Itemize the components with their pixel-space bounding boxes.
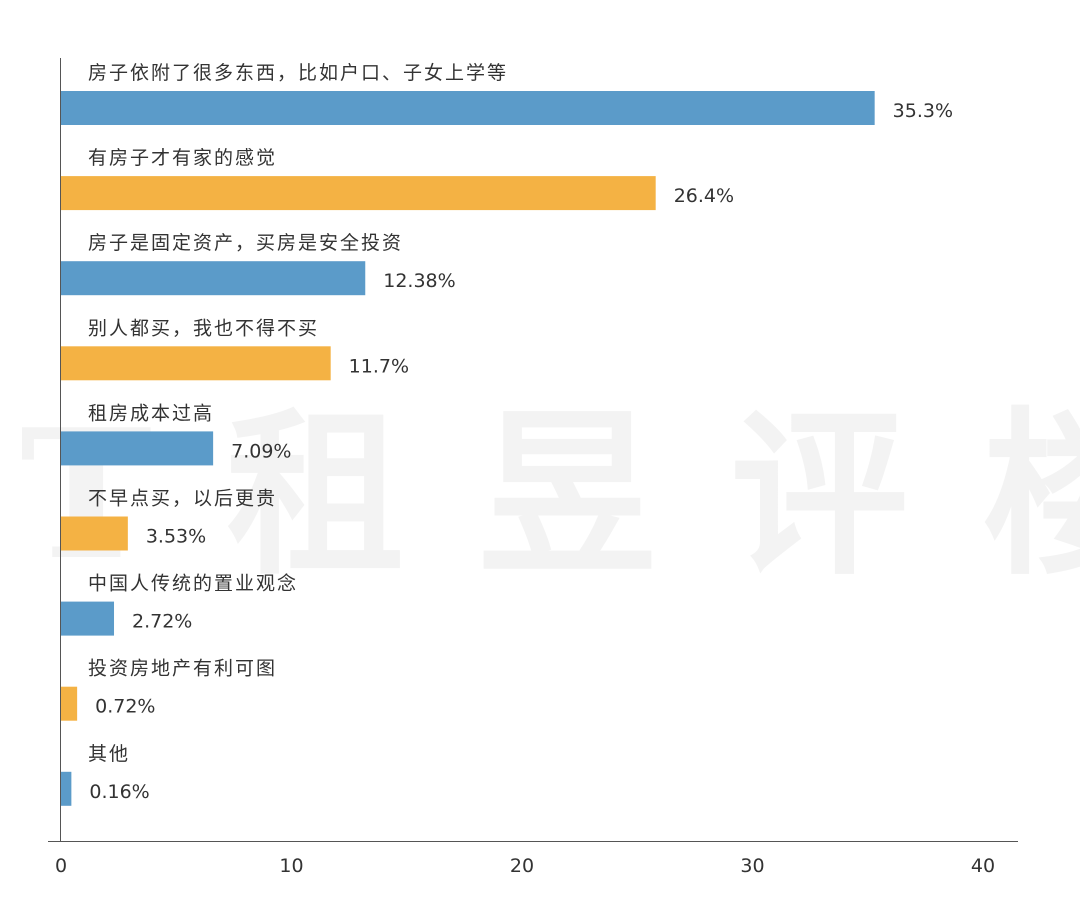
bar <box>61 91 875 125</box>
bar <box>61 601 115 636</box>
bars-group: 房子依附了很多东西，比如户口、子女上学等 35.3% 有房子才有家的感觉 26.4% 房… <box>61 62 953 806</box>
bar <box>61 771 72 806</box>
category-label: 租房成本过高 <box>88 402 214 424</box>
bar <box>61 686 78 721</box>
x-ticks-group: 0 10 20 30 40 <box>55 855 995 877</box>
value-label: 0.16% <box>89 781 149 803</box>
bar <box>61 516 128 551</box>
bar <box>61 346 331 381</box>
value-label: 26.4% <box>674 185 734 207</box>
category-label: 其他 <box>88 743 130 765</box>
value-label: 3.53% <box>146 526 206 548</box>
bar <box>61 176 656 211</box>
x-tick-label: 20 <box>510 855 534 877</box>
bar <box>61 431 214 466</box>
bar <box>61 261 366 296</box>
category-label: 房子是固定资产，买房是安全投资 <box>88 232 403 254</box>
value-label: 12.38% <box>383 270 455 292</box>
x-tick-label: 40 <box>971 855 995 877</box>
category-label: 中国人传统的置业观念 <box>88 572 298 595</box>
x-tick-label: 0 <box>55 855 67 877</box>
value-label: 7.09% <box>231 440 291 462</box>
category-label: 有房子才有家的感觉 <box>88 147 277 169</box>
value-label: 11.7% <box>349 355 409 377</box>
x-tick-label: 30 <box>740 855 764 877</box>
category-label: 投资房地产有利可图 <box>88 658 277 680</box>
value-label: 35.3% <box>893 100 953 122</box>
category-label: 别人都买，我也不得不买 <box>88 317 319 339</box>
category-label: 不早点买，以后更贵 <box>88 488 277 510</box>
value-label: 0.72% <box>95 696 155 718</box>
category-label: 房子依附了很多东西，比如户口、子女上学等 <box>88 62 508 84</box>
x-tick-label: 10 <box>279 855 303 877</box>
value-label: 2.72% <box>132 611 192 633</box>
